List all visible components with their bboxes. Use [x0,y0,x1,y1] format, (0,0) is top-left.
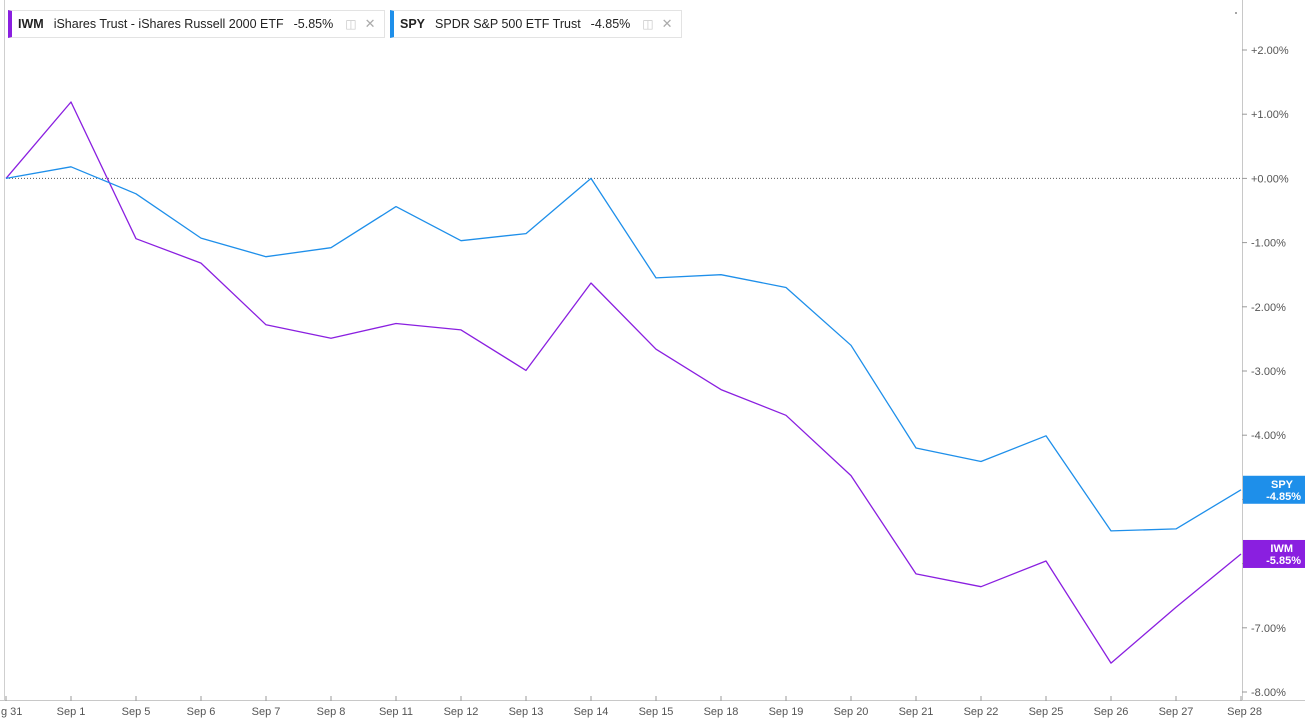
paint-bucket-icon[interactable]: ◫ [642,17,653,31]
close-icon[interactable]: ✕ [365,16,376,32]
x-tick-label: Sep 7 [252,706,281,718]
y-tick-label: -4.00% [1251,430,1286,442]
legend-symbol: IWM [18,17,44,31]
series-line-iwm [6,102,1241,663]
x-tick-label: Sep 11 [379,706,413,718]
y-tick-label: -2.00% [1251,302,1286,314]
legend-name: iShares Trust - iShares Russell 2000 ETF [54,17,284,31]
close-icon[interactable]: ✕ [662,16,673,32]
x-tick-label: Sep 27 [1159,706,1194,718]
legend-symbol: SPY [400,17,425,31]
end-label-spy: SPY-4.85% [1243,476,1305,504]
x-tick-label: Sep 12 [444,706,479,718]
legend-name: SPDR S&P 500 ETF Trust [435,17,581,31]
x-tick-label: Sep 8 [317,706,346,718]
x-tick-label: Sep 5 [122,706,151,718]
paint-bucket-icon[interactable]: ◫ [345,17,356,31]
y-tick-label: -8.00% [1251,687,1286,699]
x-tick-label: Sep 18 [704,706,739,718]
end-label-symbol: SPY [1271,479,1294,491]
series-line-spy [6,167,1241,531]
y-tick-label: +0.00% [1251,173,1289,185]
end-label-iwm: IWM-5.85% [1243,540,1305,568]
end-label-value: -5.85% [1266,555,1301,567]
y-tick-label: -7.00% [1251,623,1286,635]
legend-item-spy[interactable]: SPY SPDR S&P 500 ETF Trust -4.85% ◫ ✕ [390,10,682,38]
x-tick-label: Sep 26 [1094,706,1129,718]
y-tick-label: -3.00% [1251,366,1286,378]
series-lines [6,102,1241,663]
x-tick-label: Sep 14 [574,706,609,718]
y-tick-label: +1.00% [1251,109,1289,121]
y-tick-label: -1.00% [1251,238,1286,250]
x-tick-label: Sep 20 [834,706,869,718]
x-tick-label: Sep 22 [964,706,999,718]
x-tick-label: Sep 21 [899,706,934,718]
x-tick-label: g 31 [1,706,22,718]
legend-change: -4.85% [591,17,631,31]
end-label-symbol: IWM [1270,543,1293,555]
legend-change: -5.85% [294,17,334,31]
legend-item-iwm[interactable]: IWM iShares Trust - iShares Russell 2000… [8,10,385,38]
x-tick-label: Sep 13 [509,706,544,718]
end-labels: SPY-4.85% IWM-5.85% [1243,476,1305,568]
x-tick-label: Sep 6 [187,706,216,718]
x-tick-label: Sep 1 [57,706,86,718]
x-tick-label: Sep 15 [639,706,674,718]
x-tick-label: Sep 25 [1029,706,1064,718]
y-tick-label: +2.00% [1251,45,1289,57]
x-tick-label: Sep 28 [1227,706,1262,718]
x-tick-label: Sep 19 [769,706,804,718]
corner-dot [1235,12,1237,14]
end-label-value: -4.85% [1266,491,1301,503]
